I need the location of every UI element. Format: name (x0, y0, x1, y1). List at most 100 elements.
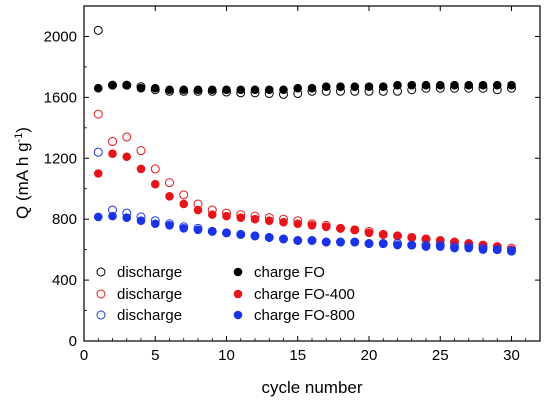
y-axis-title: Q (mA h g-1) (13, 127, 32, 219)
data-point (307, 236, 317, 245)
y-tick-label: 0 (69, 333, 77, 350)
legend-label: discharge (117, 307, 182, 324)
data-point (279, 85, 288, 95)
y-tick-label: 2000 (44, 28, 77, 45)
data-point (378, 230, 388, 239)
data-point (93, 169, 103, 178)
data-point (321, 82, 331, 92)
data-point (336, 237, 345, 247)
data-point (264, 233, 274, 242)
data-point (279, 217, 288, 227)
data-point (279, 234, 288, 244)
data-point (193, 85, 203, 95)
data-point (336, 82, 345, 92)
data-point (207, 210, 217, 219)
data-point (222, 85, 231, 95)
data-point (236, 85, 246, 95)
data-point (407, 80, 417, 90)
data-point (207, 227, 217, 236)
data-point (407, 240, 417, 250)
x-tick-label: 20 (361, 347, 378, 364)
data-point (421, 242, 431, 251)
data-point (435, 80, 445, 90)
data-point (193, 205, 203, 215)
data-point (464, 243, 474, 253)
legend-marker-filled (233, 267, 243, 277)
data-point (108, 211, 117, 221)
data-point (378, 82, 388, 92)
data-point (93, 83, 103, 93)
y-tick-label: 1200 (44, 150, 77, 167)
data-points (93, 25, 516, 256)
data-point (336, 224, 345, 233)
legend-marker-open (96, 289, 106, 299)
data-point (207, 85, 217, 95)
data-point (93, 147, 103, 157)
x-tick-label: 10 (218, 347, 235, 364)
legend-marker-open (96, 310, 106, 320)
data-point (136, 216, 146, 226)
data-point (435, 242, 445, 251)
data-point (364, 228, 374, 238)
data-point (136, 83, 146, 93)
data-point (136, 146, 146, 156)
series-1 (93, 80, 516, 95)
data-point (222, 228, 231, 238)
data-point (464, 80, 474, 90)
y-tick-label: 400 (52, 272, 77, 289)
data-point (179, 85, 189, 95)
legend-label: charge FO-400 (254, 286, 355, 303)
data-point (393, 80, 402, 90)
x-tick-label: 15 (289, 347, 306, 364)
data-point (293, 219, 303, 229)
data-point (364, 82, 374, 92)
data-point (236, 213, 246, 222)
data-point (264, 216, 274, 226)
data-point (108, 149, 117, 159)
data-point (150, 83, 160, 93)
data-point (393, 231, 402, 241)
y-tick-label: 1600 (44, 89, 77, 106)
data-point (478, 245, 488, 254)
data-point (450, 80, 459, 90)
legend-label: discharge (117, 286, 182, 303)
data-point (293, 236, 303, 245)
x-tick-label: 5 (151, 347, 159, 364)
data-point (165, 220, 174, 230)
data-point (350, 237, 360, 247)
data-point (321, 222, 331, 232)
data-point (122, 213, 132, 222)
data-point (421, 80, 431, 90)
data-point (165, 85, 174, 95)
data-point (150, 179, 160, 189)
data-point (264, 85, 274, 95)
axis-ticks (83, 6, 541, 342)
y-axis-title-close: ) (13, 127, 32, 133)
data-point (93, 25, 103, 35)
data-point (450, 243, 459, 253)
data-point (350, 82, 360, 92)
legend-marker-filled (233, 310, 243, 320)
data-point (122, 152, 132, 162)
data-point (179, 199, 189, 209)
data-point (393, 240, 402, 250)
data-point (122, 80, 132, 90)
y-axis-title-exponent: -1 (13, 133, 25, 143)
data-point (150, 219, 160, 229)
legend-label: charge FO-800 (254, 307, 355, 324)
data-point (108, 80, 117, 90)
data-point (507, 246, 516, 255)
x-tick-label: 30 (503, 347, 520, 364)
data-point (236, 230, 246, 239)
y-axis-title-main: Q (mA h g (13, 142, 32, 219)
data-point (293, 83, 303, 93)
data-point (250, 214, 260, 224)
data-point (222, 211, 231, 221)
data-point (364, 239, 374, 248)
data-point (350, 225, 360, 235)
y-tick-label: 800 (52, 211, 77, 228)
data-point (321, 237, 331, 247)
data-point (492, 80, 502, 90)
data-point (492, 245, 502, 254)
